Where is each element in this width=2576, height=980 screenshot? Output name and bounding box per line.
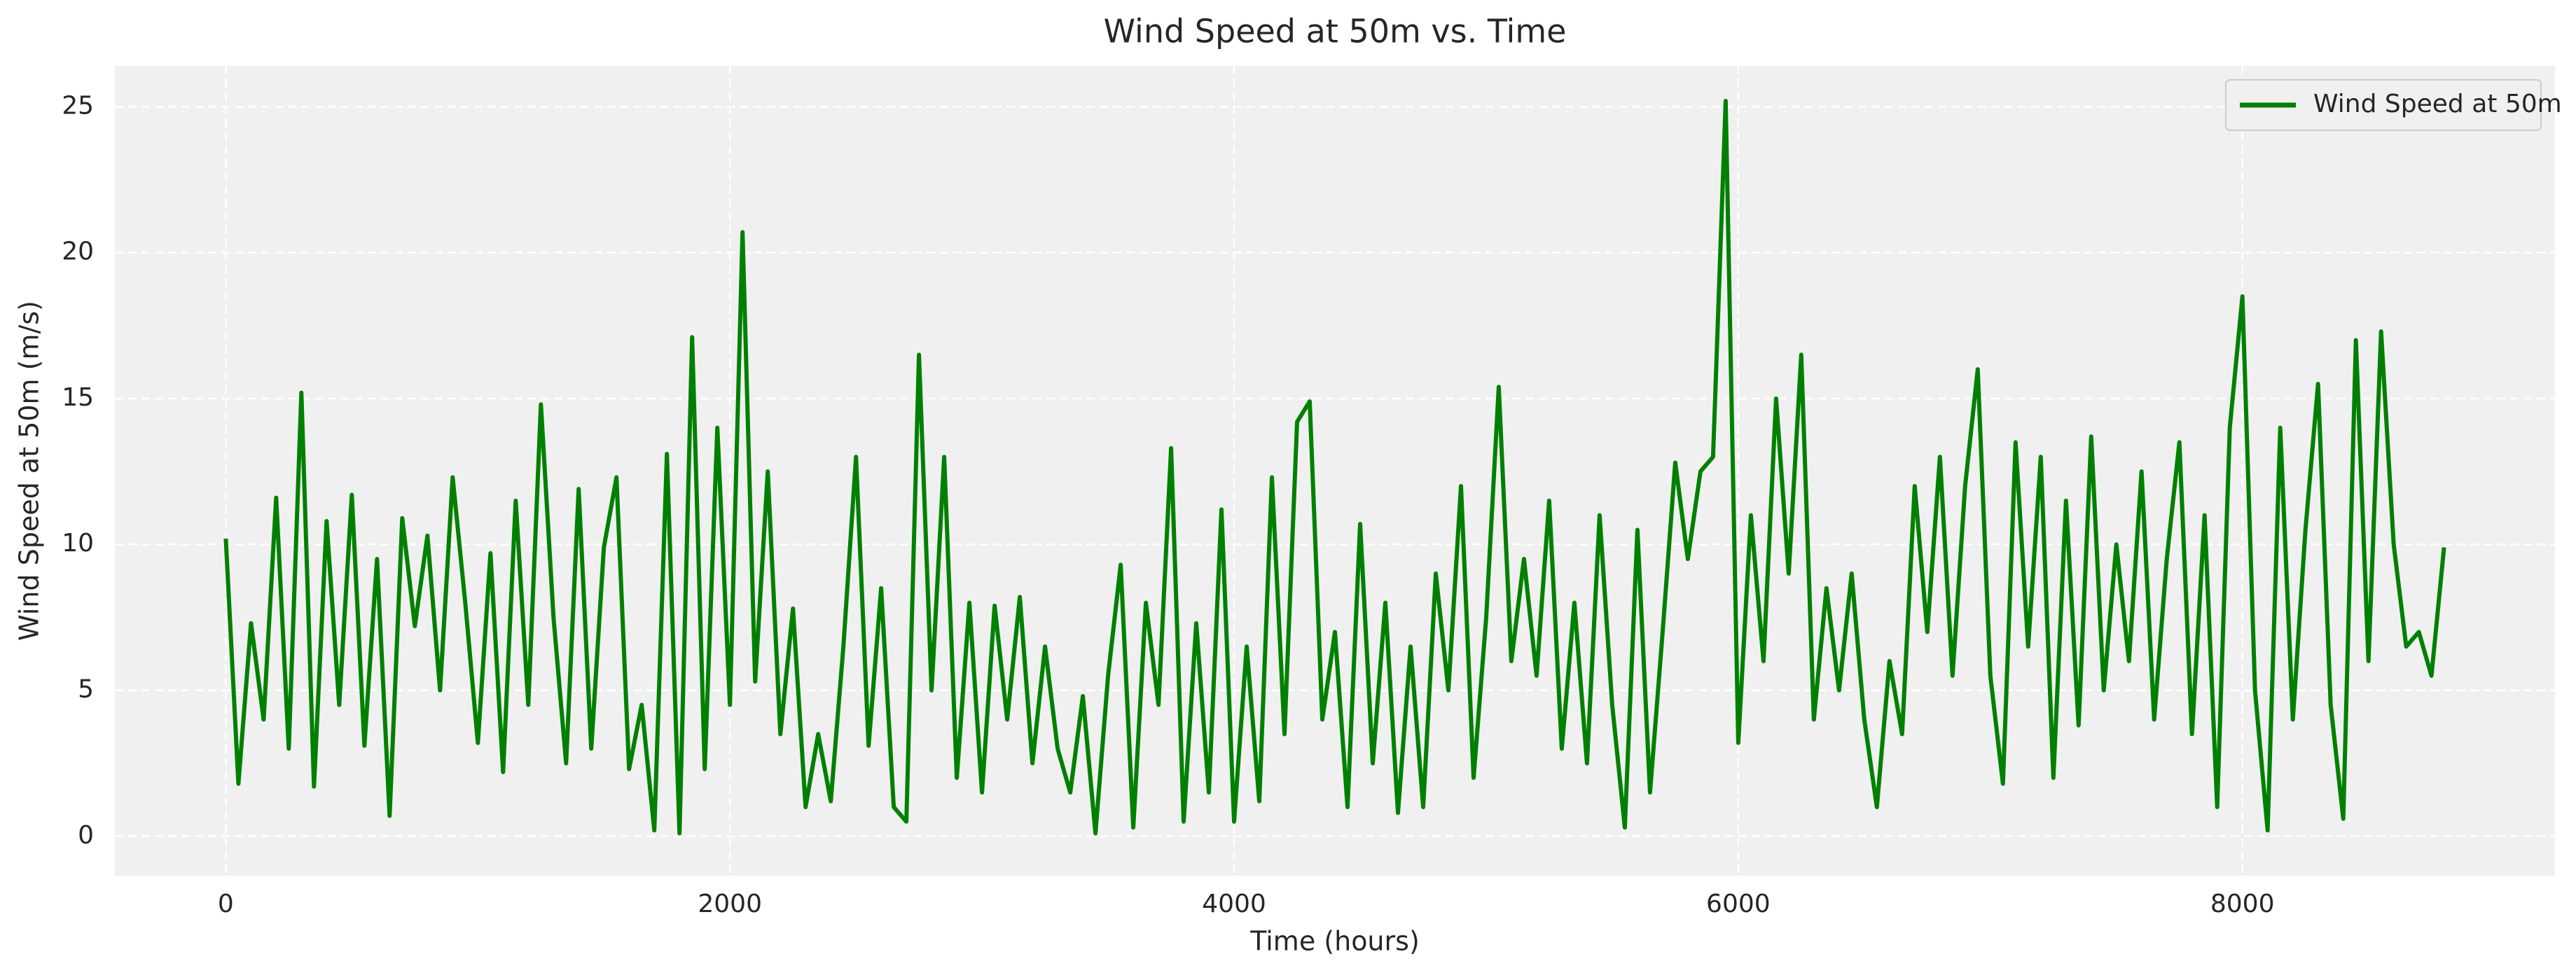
chart-title: Wind Speed at 50m vs. Time xyxy=(1104,13,1567,50)
y-tick-label: 20 xyxy=(62,237,94,266)
legend-label: Wind Speed at 50m xyxy=(2313,90,2562,118)
y-tick-label: 25 xyxy=(62,91,94,120)
plot-area xyxy=(115,66,2555,876)
y-tick-label: 10 xyxy=(62,529,94,558)
y-tick-label: 5 xyxy=(78,675,94,703)
x-axis-label: Time (hours) xyxy=(1249,926,1420,957)
x-tick-label: 8000 xyxy=(2210,890,2275,918)
x-tick-label: 2000 xyxy=(698,890,762,918)
y-axis-label: Wind Speed at 50m (m/s) xyxy=(14,301,45,641)
data-line xyxy=(223,99,2446,836)
x-tick-label: 6000 xyxy=(1706,890,1771,918)
x-tick-label: 4000 xyxy=(1202,890,1266,918)
legend-box xyxy=(2225,79,2542,131)
x-tick-label: 0 xyxy=(218,890,234,918)
y-tick-label: 0 xyxy=(78,821,94,850)
y-tick-label: 15 xyxy=(62,383,94,412)
